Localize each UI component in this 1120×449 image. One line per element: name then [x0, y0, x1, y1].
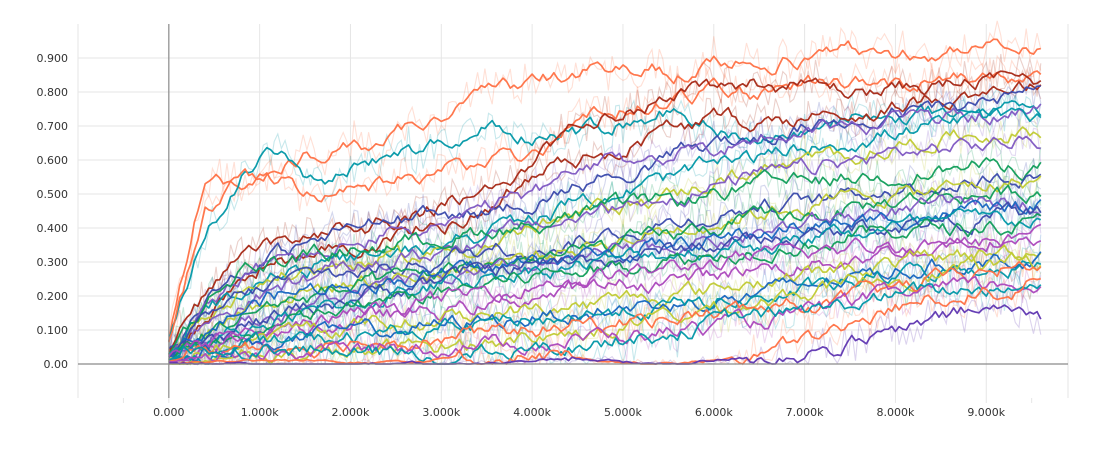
series-raw-line-4 — [168, 66, 1042, 364]
series-raw-line-16 — [168, 188, 1042, 365]
axes — [78, 24, 1068, 398]
series-line-27 — [168, 281, 1042, 365]
series-raw-line-6 — [168, 90, 1042, 363]
y-tick-label: 0.300 — [37, 256, 69, 269]
series-raw-line-3 — [168, 53, 1042, 351]
series-raw-line-9 — [168, 119, 1042, 363]
series-line-23 — [168, 260, 1042, 365]
x-tick-label: 1.000k — [241, 406, 279, 419]
y-tick-label: 0.700 — [37, 120, 69, 133]
series-line-21 — [168, 244, 1042, 365]
x-tick-label: 9.000k — [967, 406, 1005, 419]
series-line-12 — [168, 175, 1042, 361]
series-line-18 — [168, 213, 1042, 363]
series-line-9 — [168, 135, 1041, 356]
y-tick-label: 0.100 — [37, 324, 69, 337]
series-line-4 — [168, 80, 1042, 351]
series-line-3 — [168, 70, 1042, 355]
series-line-13 — [168, 184, 1042, 365]
tick-labels: 0.00 0.100 0.200 0.300 0.400 0.500 0.600 0.700 0… — [37, 52, 1006, 419]
x-tick-label: 3.000k — [422, 406, 460, 419]
series-line-10 — [168, 157, 1042, 356]
series-raw-line-11 — [168, 157, 1042, 365]
series-line-5 — [168, 85, 1041, 350]
series-line-25 — [168, 260, 1042, 362]
series-line-28 — [168, 277, 1041, 365]
smoothed-series-layer — [167, 38, 1042, 365]
y-tick-label: 0.900 — [37, 52, 69, 65]
series-raw-line-20 — [168, 226, 1042, 367]
x-tick-label: 2.000k — [332, 406, 370, 419]
series-line-14 — [168, 194, 1042, 357]
series-raw-line-13 — [168, 170, 1042, 363]
y-tick-label: 0.600 — [37, 154, 69, 167]
series-raw-line-5 — [168, 72, 1042, 365]
series-line-17 — [168, 207, 1042, 355]
series-line-1 — [167, 100, 1042, 342]
series-line-22 — [168, 251, 1042, 362]
series-raw-line-0 — [168, 20, 1042, 336]
x-tick-label: 4.000k — [513, 406, 551, 419]
series-line-6 — [168, 103, 1042, 358]
y-tick-label: 0.800 — [37, 86, 69, 99]
series-line-0 — [167, 38, 1041, 343]
x-tick-label: 8.000k — [876, 406, 914, 419]
y-tick-label: 0.200 — [37, 290, 69, 303]
y-tick-label: 0.400 — [37, 222, 69, 235]
series-raw-line-2 — [168, 54, 1042, 357]
x-tick-label: 5.000k — [604, 406, 642, 419]
x-tick-label: 7.000k — [786, 406, 824, 419]
series-raw-line-23 — [168, 245, 1042, 367]
series-raw-line-24 — [168, 241, 1042, 365]
y-tick-label: 0.00 — [44, 358, 69, 371]
x-tick-label: 6.000k — [695, 406, 733, 419]
series-raw-line-10 — [168, 137, 1042, 365]
series-raw-line-17 — [168, 197, 1041, 361]
series-line-7 — [168, 107, 1042, 357]
y-tick-label: 0.500 — [37, 188, 69, 201]
x-tick-label: 0.000 — [153, 406, 185, 419]
series-raw-line-1 — [168, 87, 1042, 361]
series-line-20 — [168, 236, 1042, 357]
